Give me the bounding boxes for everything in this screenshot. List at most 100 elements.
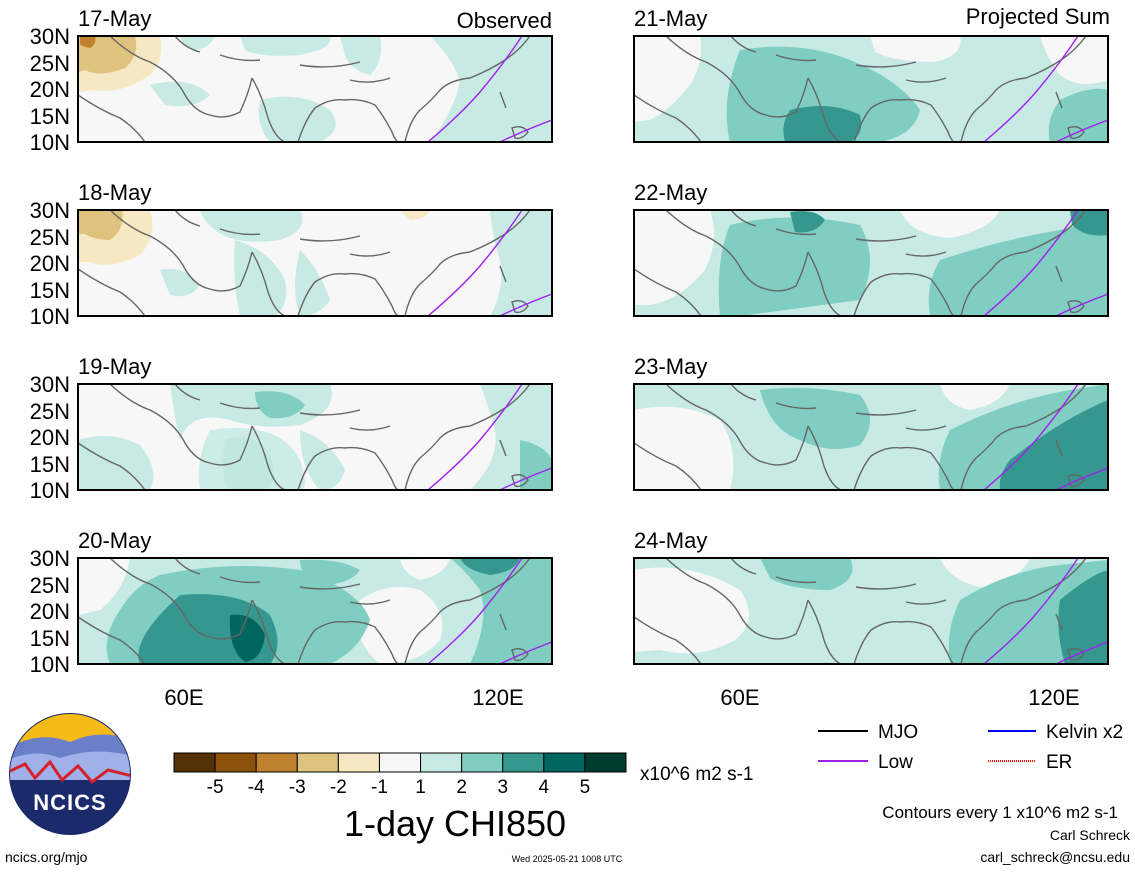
low-frequency-contour bbox=[983, 384, 1079, 490]
colorbar-swatch bbox=[337, 752, 380, 773]
map-panel-21-may: 21-May Projected Sum bbox=[633, 4, 1110, 143]
latitude-axis-0: 30N 25N 20N 15N 10N bbox=[30, 24, 70, 155]
low-frequency-contour bbox=[427, 558, 523, 664]
low-frequency-contour bbox=[427, 210, 523, 316]
site-link[interactable]: ncics.org/mjo bbox=[5, 849, 88, 865]
colorbar-tick-label: -5 bbox=[207, 777, 224, 798]
colorbar-tick-label: 3 bbox=[497, 777, 508, 798]
coastlines bbox=[78, 210, 531, 316]
legend-label-mjo: MJO bbox=[878, 722, 918, 743]
low-frequency-contour bbox=[1055, 119, 1108, 142]
lat-tick-label: 15N bbox=[30, 278, 70, 303]
lat-tick-label: 25N bbox=[30, 225, 70, 250]
low-frequency-contour bbox=[1055, 467, 1108, 490]
lat-tick-label: 10N bbox=[30, 304, 70, 329]
colorbar-tick-label: 5 bbox=[580, 777, 591, 798]
anomaly-shading bbox=[634, 558, 1108, 664]
lat-tick-label: 25N bbox=[30, 399, 70, 424]
coastlines bbox=[78, 384, 531, 490]
lat-tick-label: 25N bbox=[30, 51, 70, 76]
low-frequency-contour bbox=[499, 119, 552, 142]
colorbar-swatch bbox=[173, 752, 216, 773]
legend: MJO Kelvin x2 Low ER bbox=[818, 722, 1123, 773]
anomaly-shading bbox=[78, 558, 552, 664]
map-panel-22-may: 22-May bbox=[633, 180, 1109, 317]
coastlines bbox=[634, 210, 1087, 316]
low-frequency-contour bbox=[983, 36, 1079, 142]
panel-frame bbox=[633, 557, 1109, 665]
panel-frame bbox=[633, 383, 1109, 491]
panel-frame bbox=[633, 209, 1109, 317]
anomaly-shading bbox=[78, 384, 552, 490]
lon-tick-label: 60E bbox=[164, 685, 203, 710]
coastlines bbox=[634, 36, 1087, 142]
legend-label-kelvin: Kelvin x2 bbox=[1046, 722, 1123, 743]
lat-tick-label: 10N bbox=[30, 130, 70, 155]
lat-tick-label: 20N bbox=[30, 77, 70, 102]
panel-frame bbox=[633, 35, 1109, 143]
lon-tick-label: 120E bbox=[472, 685, 523, 710]
lat-tick-label: 20N bbox=[30, 425, 70, 450]
colorbar-swatch bbox=[378, 752, 422, 773]
colorbar-swatch bbox=[420, 752, 463, 773]
map-panel-24-may: 24-May bbox=[633, 528, 1109, 665]
latitude-axis-2: 30N 25N 20N 15N 10N bbox=[30, 372, 70, 503]
anomaly-shading bbox=[634, 210, 1108, 316]
lat-tick-label: 15N bbox=[30, 452, 70, 477]
colorbar-units: x10^6 m2 s-1 bbox=[640, 764, 753, 785]
lat-tick-label: 10N bbox=[30, 652, 70, 677]
lat-tick-label: 30N bbox=[30, 198, 70, 223]
panel-date-label: 17-May bbox=[78, 6, 151, 31]
low-frequency-contour bbox=[983, 558, 1079, 664]
panel-frame bbox=[77, 557, 553, 665]
timestamp: Wed 2025-05-21 1008 UTC bbox=[512, 854, 623, 864]
colorbar-swatch bbox=[214, 752, 257, 773]
low-frequency-contour bbox=[499, 641, 552, 664]
panel-date-label: 22-May bbox=[634, 180, 707, 205]
map-panel-17-may: 17-May Observed bbox=[77, 6, 553, 143]
map-panel-20-may: 20-May bbox=[77, 528, 553, 665]
low-frequency-contour bbox=[1055, 293, 1108, 316]
panel-date-label: 18-May bbox=[78, 180, 151, 205]
low-frequency-contour bbox=[983, 210, 1079, 316]
figure-title: 1-day CHI850 bbox=[344, 803, 566, 844]
latitude-axis-1: 30N 25N 20N 15N 10N bbox=[30, 198, 70, 329]
coastlines bbox=[634, 384, 1087, 490]
panel-frame bbox=[77, 383, 553, 491]
map-panel-23-may: 23-May bbox=[633, 354, 1109, 491]
colorbar-tick-label: -3 bbox=[289, 777, 306, 798]
lat-tick-label: 30N bbox=[30, 372, 70, 397]
ncics-logo[interactable]: NCICS bbox=[8, 712, 132, 836]
colorbar-swatch bbox=[502, 752, 545, 773]
latitude-axis-3: 30N 25N 20N 15N 10N bbox=[30, 546, 70, 677]
colorbar-swatch bbox=[543, 752, 586, 773]
lat-tick-label: 25N bbox=[30, 573, 70, 598]
observed-heading: Observed bbox=[457, 8, 552, 33]
author-email[interactable]: carl_schreck@ncsu.edu bbox=[980, 849, 1130, 865]
low-frequency-contour bbox=[1055, 641, 1108, 664]
lon-tick-label: 60E bbox=[720, 685, 759, 710]
legend-label-er: ER bbox=[1046, 752, 1072, 773]
panel-frame bbox=[77, 35, 553, 143]
colorbar-tick-label: 1 bbox=[415, 777, 426, 798]
lat-tick-label: 10N bbox=[30, 478, 70, 503]
contour-interval-note: Contours every 1 x10^6 m2 s-1 bbox=[882, 803, 1118, 822]
lat-tick-label: 30N bbox=[30, 546, 70, 571]
coastlines bbox=[634, 558, 1087, 664]
colorbar-tick-label: 2 bbox=[456, 777, 467, 798]
low-frequency-contour bbox=[427, 36, 523, 142]
author-name: Carl Schreck bbox=[1050, 827, 1131, 843]
map-panel-18-may: 18-May bbox=[77, 180, 553, 317]
low-frequency-contour bbox=[427, 384, 523, 490]
colorbar-tick-label: -4 bbox=[248, 777, 265, 798]
colorbar: -5 -4 -3 -2 -1 1 2 3 4 5 bbox=[173, 752, 627, 798]
lat-tick-label: 20N bbox=[30, 599, 70, 624]
legend-label-low: Low bbox=[878, 752, 913, 773]
panel-date-label: 21-May bbox=[634, 6, 707, 31]
coastlines bbox=[78, 558, 531, 664]
coastlines bbox=[78, 36, 531, 142]
map-panel-19-may: 19-May bbox=[77, 354, 553, 491]
lon-tick-label: 120E bbox=[1028, 685, 1079, 710]
anomaly-shading bbox=[634, 36, 1108, 142]
